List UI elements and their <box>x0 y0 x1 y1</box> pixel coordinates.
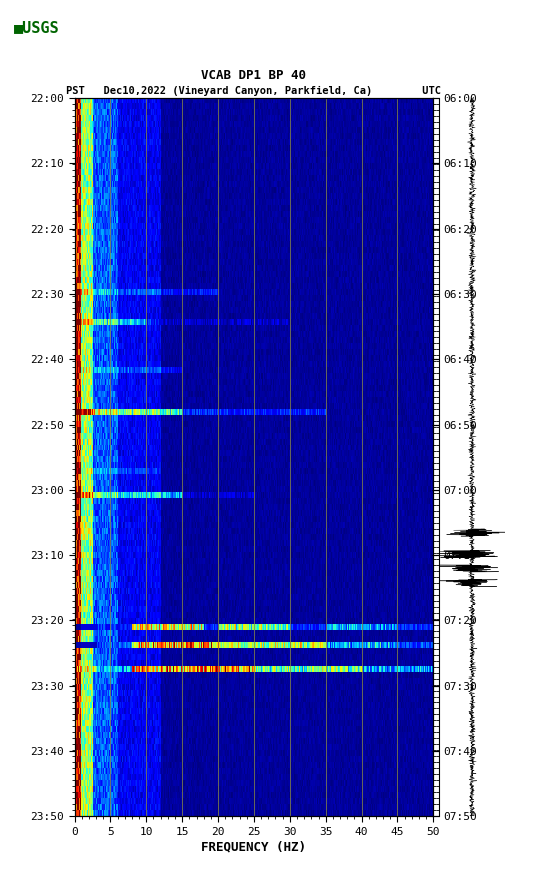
X-axis label: FREQUENCY (HZ): FREQUENCY (HZ) <box>201 841 306 854</box>
Text: PST   Dec10,2022 (Vineyard Canyon, Parkfield, Ca)        UTC: PST Dec10,2022 (Vineyard Canyon, Parkfie… <box>66 86 442 96</box>
Text: VCAB DP1 BP 40: VCAB DP1 BP 40 <box>201 70 306 82</box>
Text: ■USGS: ■USGS <box>14 20 60 35</box>
